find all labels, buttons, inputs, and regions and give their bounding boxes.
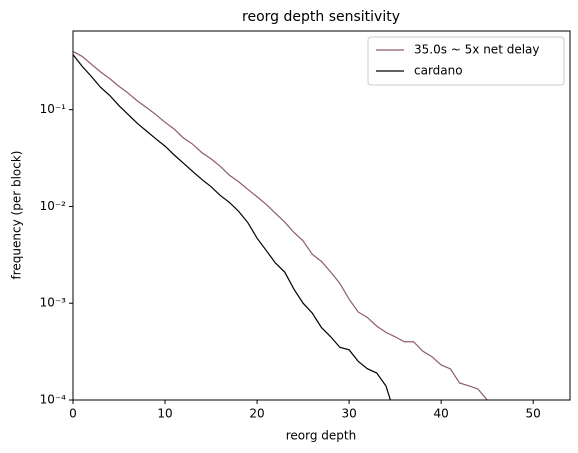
x-axis-label: reorg depth bbox=[286, 429, 356, 443]
legend-box bbox=[367, 36, 565, 86]
chart-title: reorg depth sensitivity bbox=[242, 9, 400, 25]
x-tick-label: 0 bbox=[69, 407, 77, 421]
y-axis-label: frequency (per block) bbox=[10, 151, 24, 280]
y-tick-label: 10⁻³ bbox=[40, 296, 67, 310]
y-tick-label: 10⁻¹ bbox=[40, 102, 67, 116]
y-tick-label: 10⁻² bbox=[40, 199, 67, 213]
plot-area bbox=[73, 50, 488, 400]
x-tick-label: 20 bbox=[249, 407, 264, 421]
x-tick-label: 40 bbox=[434, 407, 449, 421]
data-line bbox=[73, 50, 488, 400]
x-tick-label: 50 bbox=[526, 407, 541, 421]
x-tick-label: 30 bbox=[341, 407, 356, 421]
legend-label: 35.0s ~ 5x net delay bbox=[414, 43, 540, 57]
x-tick-label: 10 bbox=[157, 407, 172, 421]
data-line bbox=[73, 54, 392, 400]
axes-frame bbox=[72, 30, 571, 401]
legend-label: cardano bbox=[414, 64, 463, 78]
y-tick-label: 10⁻⁴ bbox=[40, 393, 67, 407]
